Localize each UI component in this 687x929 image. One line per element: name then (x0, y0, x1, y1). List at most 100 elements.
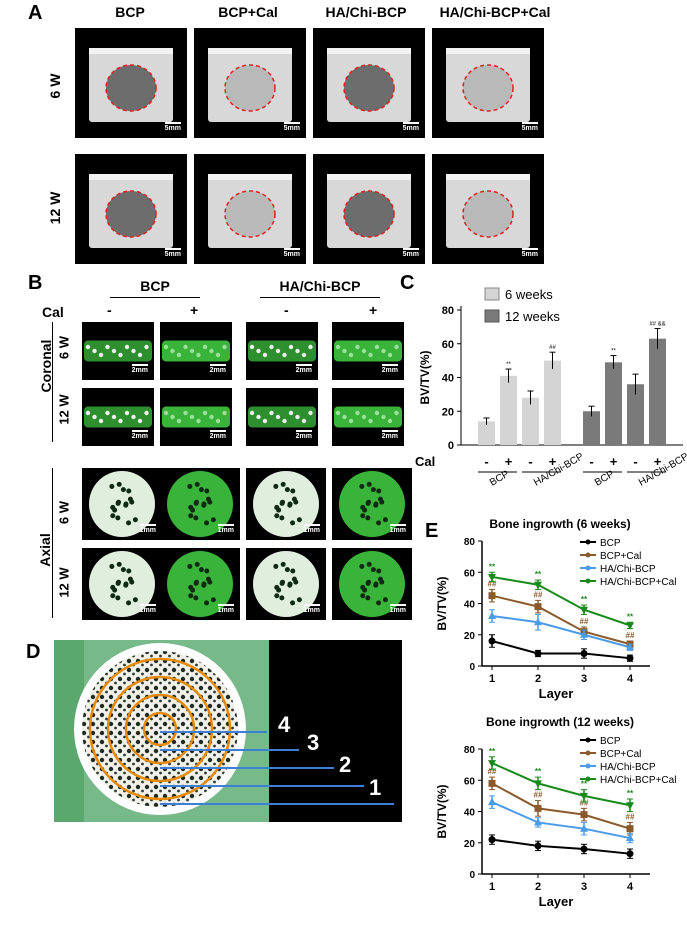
cal-sign: - (484, 454, 488, 469)
data-point (580, 630, 588, 638)
y-tick-label: 40 (464, 600, 476, 611)
pore (131, 414, 136, 420)
legend-swatch (484, 287, 500, 301)
significance-mark: ## (626, 631, 635, 640)
pore (92, 348, 97, 354)
pore (222, 410, 227, 416)
pore (295, 414, 300, 420)
pore (194, 579, 200, 585)
pore (274, 513, 280, 519)
legend-label: HA/Chi-BCP+Cal (600, 577, 676, 588)
data-point (534, 780, 542, 788)
pore (381, 414, 386, 420)
pore (360, 504, 366, 510)
axial-section (167, 551, 233, 617)
ct-image-tile: 5mm (194, 28, 306, 138)
pore (215, 418, 221, 424)
pore (120, 567, 126, 573)
pore (209, 348, 214, 354)
coronal-image-tile: 2mm (82, 322, 154, 380)
pore (105, 410, 110, 416)
panel-b-group-header: BCP (140, 278, 170, 294)
cal-sign: - (633, 454, 637, 469)
pore (163, 344, 169, 350)
x-tick-label: 2 (535, 673, 541, 685)
pore (123, 502, 129, 508)
bar (627, 384, 644, 445)
y-tick-label: 60 (464, 776, 476, 787)
pore (280, 561, 286, 567)
x-tick-label: 1 (489, 673, 495, 685)
significance-mark: ** (581, 595, 588, 604)
pore (381, 348, 386, 354)
legend-label: BCP+Cal (600, 551, 641, 562)
significance-mark: ** (611, 349, 616, 355)
pore (137, 418, 143, 424)
defect-area (344, 191, 394, 237)
scale-bar: 1mm (140, 604, 156, 614)
pore (132, 597, 138, 603)
y-tick-label: 80 (464, 537, 476, 548)
group-label: HA/Chi-BCP (637, 451, 687, 488)
significance-mark: ## (549, 345, 556, 351)
pore (366, 481, 372, 487)
panel-b-row-label: 6 W (56, 500, 72, 525)
pore (296, 517, 302, 523)
pore (163, 410, 169, 416)
pore (279, 595, 285, 601)
pore (116, 481, 122, 487)
pore (269, 344, 274, 350)
section-bracket (52, 322, 53, 442)
defect-area (344, 65, 394, 111)
legend-marker (585, 565, 591, 571)
bar (522, 397, 539, 445)
bone-edge (446, 48, 530, 54)
pore (98, 352, 104, 358)
pore (176, 352, 182, 358)
group-label: HA/Chi-BCP (532, 451, 586, 488)
cal-sign: + (654, 454, 662, 469)
y-tick-label: 0 (448, 440, 454, 452)
layer-label: 4 (278, 712, 291, 737)
pore (287, 582, 293, 588)
axial-image-tile: 1mm (332, 548, 412, 620)
pore (359, 563, 365, 569)
axial-image-tile: 1mm (246, 548, 326, 620)
pore (273, 483, 279, 489)
pore (374, 344, 380, 350)
scaffold-region (82, 651, 238, 807)
panel-d-layer-diagram: 4 3 2 1 (54, 640, 402, 822)
pore (176, 418, 182, 424)
axial-section (89, 471, 155, 537)
pore (280, 579, 286, 585)
pore (210, 597, 216, 603)
panel-b-row-label: 12 W (56, 567, 72, 598)
scale-bar: 2mm (210, 430, 226, 440)
significance-mark: ** (627, 612, 634, 621)
series-line (491, 762, 631, 807)
legend-marker (585, 776, 591, 782)
pore (360, 513, 366, 519)
pore (387, 352, 393, 358)
pore (273, 563, 279, 569)
scale-bar: 2mm (132, 364, 148, 374)
pore (137, 352, 143, 358)
ct-image-tile: 5mm (313, 28, 425, 138)
scale-bar: 5mm (403, 248, 419, 258)
data-point (626, 642, 634, 651)
defect-circle (224, 190, 276, 238)
pore (373, 582, 379, 588)
pore (209, 414, 214, 420)
significance-mark: ** (489, 747, 496, 756)
pore (279, 515, 285, 521)
defect-area (463, 191, 513, 237)
pore (126, 488, 132, 494)
pore (287, 502, 293, 508)
scale-bar: 1mm (218, 604, 234, 614)
series-line (491, 640, 631, 660)
y-axis-label: BV/TV(%) (435, 784, 449, 838)
defect-area (225, 191, 275, 237)
significance-mark: ## (580, 798, 589, 807)
pore (301, 352, 307, 358)
pore (348, 418, 354, 424)
